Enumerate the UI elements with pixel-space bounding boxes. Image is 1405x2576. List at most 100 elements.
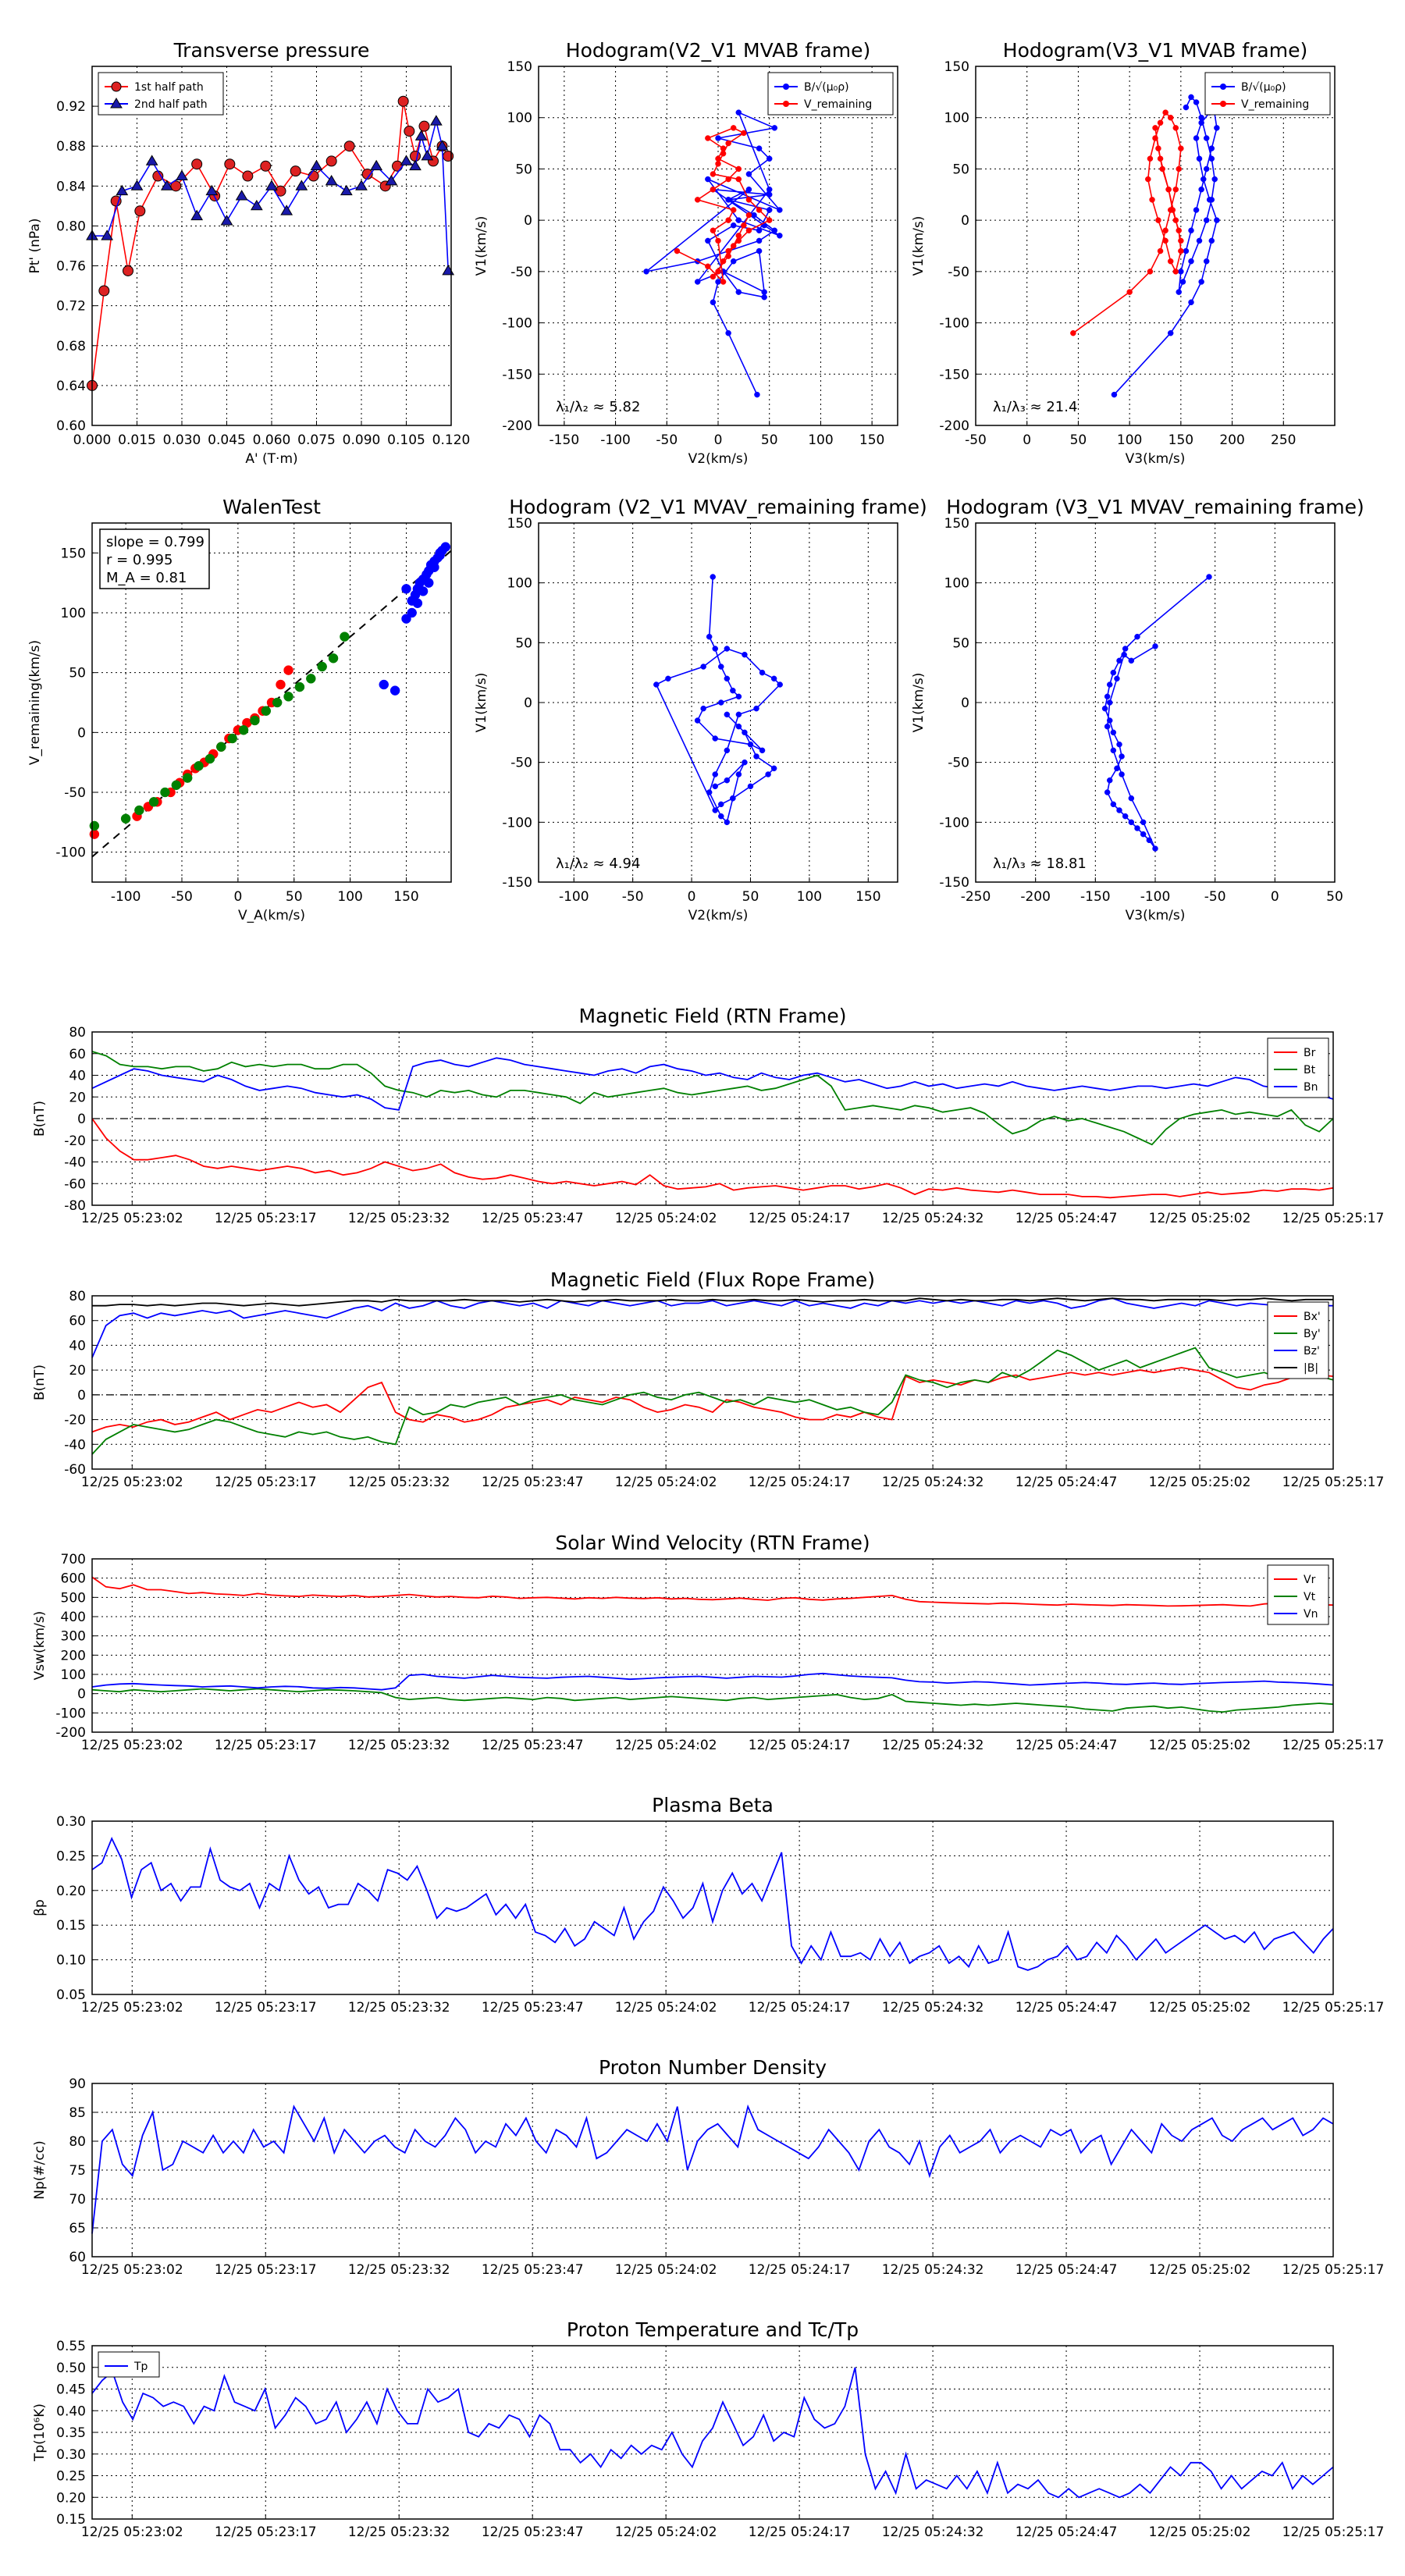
- y-tick-label: 0.64: [56, 379, 86, 394]
- x-tick-label: -100: [111, 889, 141, 905]
- x-tick-label: 12/25 05:23:32: [348, 1738, 450, 1753]
- data-point: [730, 207, 737, 213]
- series-np: [91, 2104, 1334, 2234]
- legend-label: 1st half path: [134, 81, 204, 94]
- data-point: [724, 711, 731, 718]
- data-point: [753, 705, 759, 712]
- data-point: [777, 233, 783, 239]
- data-point: [130, 180, 144, 190]
- data-point: [1116, 807, 1122, 813]
- data-point: [1188, 258, 1194, 265]
- data-point: [250, 199, 263, 211]
- x-tick-label: 12/25 05:25:02: [1149, 1475, 1251, 1490]
- data-point: [1152, 135, 1158, 141]
- mag_rtn-panel: -80 -60 -40 -20 0 20 40 60 80 12/25 05:23:02 12/25…: [32, 1005, 1384, 1226]
- y-tick-label: 200: [61, 1648, 86, 1663]
- data-point: [317, 661, 327, 672]
- data-point: [735, 109, 742, 116]
- data-point: [1196, 237, 1203, 244]
- y-tick-label: 150: [507, 516, 532, 532]
- data-point: [1159, 165, 1165, 173]
- data-point: [765, 771, 771, 777]
- y-tick-label: 50: [952, 162, 969, 177]
- data-point: [720, 258, 727, 265]
- data-point: [777, 207, 783, 213]
- y-tick-label: 0.30: [56, 1814, 86, 1830]
- x-tick-label: 12/25 05:25:02: [1149, 2262, 1251, 2278]
- data-point: [1162, 237, 1168, 244]
- y-axis-label: B(nT): [32, 1101, 48, 1137]
- data-point: [710, 299, 717, 306]
- y-tick-label: -50: [510, 265, 532, 280]
- x-tick-label: 150: [393, 889, 418, 905]
- data-point: [340, 632, 350, 642]
- y-tick-label: 700: [61, 1552, 86, 1567]
- x-tick-label: 12/25 05:24:02: [615, 2262, 717, 2278]
- axes-frame: [91, 1031, 1334, 1206]
- series-v-remaining: [674, 125, 773, 285]
- data-point: [265, 180, 278, 190]
- y-tick-label: -100: [502, 316, 532, 332]
- y-tick-label: 100: [507, 576, 532, 592]
- series-hodogram: [653, 574, 783, 826]
- series-line: [646, 111, 781, 395]
- hodogram_v3v1_mvav-panel: -150 -100 -50 0 50 100 150 -250 -200 -150 -100 -50 0…: [911, 496, 1364, 923]
- x-tick-label: -100: [1140, 889, 1171, 905]
- series-line: [91, 1836, 1334, 1971]
- series-line: [91, 1057, 1334, 1111]
- data-point: [1152, 845, 1158, 852]
- y-tick-label: 70: [69, 2192, 86, 2208]
- y-tick-label: -100: [502, 815, 532, 831]
- x-tick-label: 50: [1070, 432, 1087, 448]
- y-axis-label: V1(km/s): [474, 673, 489, 733]
- data-point: [742, 729, 748, 736]
- data-point: [418, 120, 430, 132]
- data-point: [766, 155, 773, 162]
- x-tick-label: 12/25 05:24:32: [882, 1738, 984, 1753]
- x-tick-label: 12/25 05:24:17: [749, 2262, 851, 2278]
- y-tick-label: 40: [69, 1069, 86, 1084]
- x-tick-label: 12/25 05:24:17: [749, 1211, 851, 1226]
- data-point: [720, 145, 727, 151]
- data-point: [1106, 681, 1113, 688]
- axes-frame: [91, 66, 452, 426]
- hodogram_v2v1_mvab-panel: -200 -150 -100 -50 0 50 100 150 -150 -100 -50 0 50 10…: [474, 39, 898, 467]
- data-point: [754, 391, 760, 398]
- data-point: [1128, 657, 1135, 664]
- series-line: [91, 1051, 1334, 1146]
- x-tick-label: 12/25 05:24:47: [1016, 1211, 1118, 1226]
- x-tick-label: 12/25 05:23:47: [482, 2262, 584, 2278]
- y-tick-label: 0.15: [56, 1918, 86, 1934]
- x-tick-label: 12/25 05:24:02: [615, 1738, 717, 1753]
- x-tick-label: -200: [1020, 889, 1051, 905]
- data-point: [756, 237, 763, 244]
- x-tick-label: 0.030: [163, 432, 201, 448]
- data-point: [759, 669, 766, 676]
- x-tick-label: 0: [1271, 889, 1279, 905]
- series-by-: [91, 1347, 1334, 1455]
- legend-label: Vt: [1304, 1591, 1316, 1603]
- data-point: [227, 733, 237, 744]
- series-bx-: [91, 1367, 1334, 1433]
- data-point: [720, 150, 727, 157]
- data-point: [665, 675, 671, 682]
- x-axis-label: V_A(km/s): [238, 908, 305, 923]
- data-point: [715, 237, 721, 244]
- axes-frame: [975, 66, 1336, 426]
- axes-frame: [91, 1558, 1334, 1733]
- data-point: [705, 263, 711, 270]
- y-tick-label: 150: [944, 516, 969, 532]
- x-tick-label: -250: [961, 889, 991, 905]
- data-point: [747, 741, 754, 748]
- series-line: [91, 1347, 1334, 1455]
- data-point: [1146, 837, 1153, 844]
- data-point: [1169, 207, 1176, 213]
- x-axis-label: V3(km/s): [1126, 451, 1186, 467]
- data-point: [735, 237, 742, 244]
- data-point: [745, 197, 752, 203]
- data-point: [771, 227, 778, 234]
- y-tick-label: 0.88: [56, 139, 86, 155]
- data-point: [1196, 155, 1203, 162]
- data-point: [145, 155, 158, 165]
- data-point: [1178, 269, 1184, 275]
